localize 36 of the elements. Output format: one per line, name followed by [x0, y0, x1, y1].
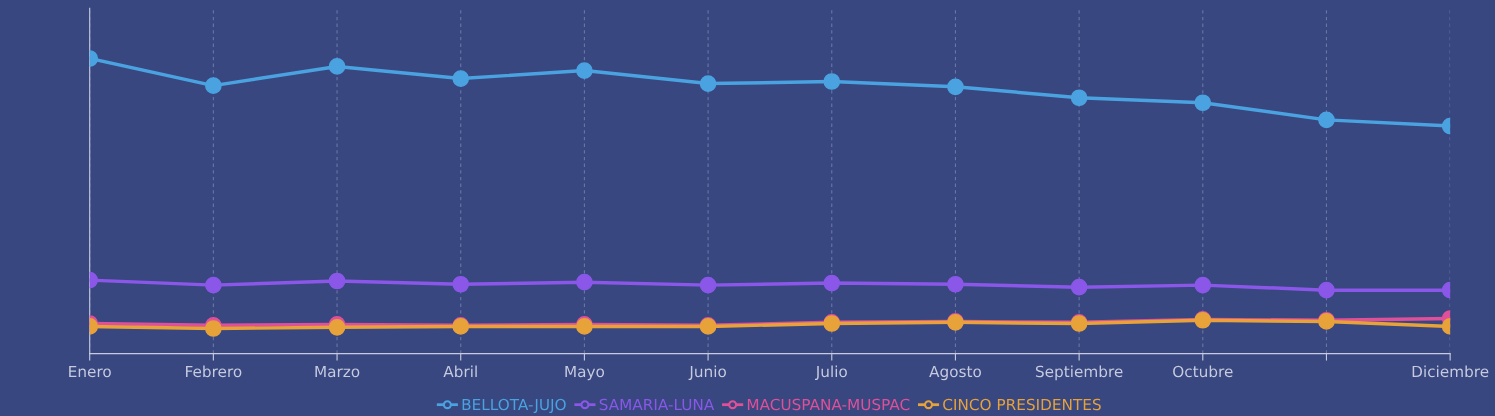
- x-tick-label: Mayo: [565, 365, 605, 381]
- point: [452, 275, 470, 293]
- legend-label: BELLOTA-JUJO: [462, 398, 566, 414]
- point: [576, 62, 593, 79]
- point: [823, 73, 841, 90]
- x-tick-label: Septiembre: [1035, 365, 1123, 381]
- point: [205, 77, 222, 94]
- point: [699, 276, 717, 294]
- point: [328, 58, 346, 75]
- point: [823, 274, 841, 292]
- point: [205, 276, 222, 294]
- point: [947, 78, 964, 96]
- point: [1318, 111, 1335, 129]
- x-tick-label: Febrero: [186, 365, 242, 378]
- point: [1070, 89, 1088, 107]
- point: [328, 272, 346, 290]
- x-tick-label: Enero: [69, 365, 111, 378]
- point: [452, 70, 470, 87]
- point: [205, 320, 222, 337]
- point: [699, 75, 717, 92]
- legend-label: CINCO PRESIDENTES: [943, 398, 1101, 411]
- point: [1194, 94, 1212, 112]
- legend-label: MACUSPANA-MUSPAC: [747, 398, 910, 411]
- x-tick-label: Agosto: [929, 365, 981, 381]
- x-tick-label: Octubre: [1173, 365, 1233, 378]
- point: [1070, 278, 1088, 296]
- x-tick-label: Diciembre: [1412, 365, 1489, 378]
- x-tick-label: Abril: [443, 365, 477, 378]
- x-tick-label: Junio: [688, 365, 726, 381]
- point: [1194, 276, 1212, 294]
- point: [1318, 281, 1335, 299]
- point: [947, 275, 964, 293]
- legend-label: SAMARIA-LUNA: [599, 398, 715, 411]
- x-tick-label: Marzo: [315, 365, 360, 378]
- point: [576, 273, 593, 291]
- x-tick-label: Julio: [814, 365, 847, 381]
